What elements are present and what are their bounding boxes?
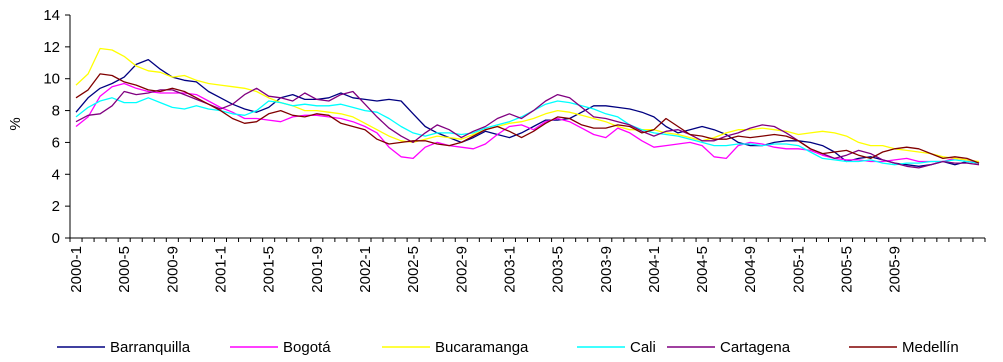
x-tick-label: 2004-1 xyxy=(646,246,663,293)
x-tick-label: 2002-9 xyxy=(453,246,470,293)
x-tick-label: 2002-5 xyxy=(405,246,422,293)
y-tick-label: 10 xyxy=(43,71,60,88)
x-tick-label: 2003-9 xyxy=(598,246,615,293)
series-line xyxy=(75,47,980,163)
x-tick-label: 2005-9 xyxy=(887,246,904,293)
x-tick-label: 2003-1 xyxy=(501,246,518,293)
y-tick-label: 2 xyxy=(52,198,60,215)
x-tick-label: 2000-1 xyxy=(68,246,85,293)
y-tick-label: 0 xyxy=(52,230,60,247)
series-layer xyxy=(75,47,980,169)
x-tick-label: 2005-5 xyxy=(839,246,856,293)
legend-label: Bucaramanga xyxy=(435,339,529,356)
series-line xyxy=(75,97,980,166)
legend-label: Cali xyxy=(630,339,656,356)
y-tick-label: 4 xyxy=(52,166,60,183)
x-axis: 2000-1 2000-5 2000-9 2001-1 2001-5 2001-9 2002… xyxy=(68,237,986,293)
x-tick-label: 2001-9 xyxy=(309,246,326,293)
x-tick-label: 2004-5 xyxy=(694,246,711,293)
legend-label: Medellín xyxy=(902,339,959,356)
y-tick-label: 6 xyxy=(52,134,60,151)
legend-label: Barranquilla xyxy=(110,339,191,356)
x-tick-label: 2000-9 xyxy=(164,246,181,293)
x-tick-label: 2003-5 xyxy=(550,246,567,293)
y-axis-title: % xyxy=(7,117,24,130)
x-tick-label: 2005-1 xyxy=(790,246,807,293)
series-line xyxy=(75,73,980,164)
legend-label: Bogotá xyxy=(283,339,331,356)
y-tick-label: 8 xyxy=(52,103,60,120)
series-line xyxy=(75,58,980,167)
legend-label: Cartagena xyxy=(720,339,791,356)
x-tick-label: 2000-5 xyxy=(116,246,133,293)
x-tick-label: 2001-5 xyxy=(261,246,278,293)
y-tick-label: 12 xyxy=(43,39,60,56)
x-tick-label: 2004-9 xyxy=(742,246,759,293)
y-tick-label: 14 xyxy=(43,7,60,24)
legend: Barranquilla Bogotá Bucaramanga Cali Cartage… xyxy=(57,339,959,356)
y-axis: 0 2 4 6 8 10 12 14 xyxy=(43,7,71,247)
x-tick-label: 2002-1 xyxy=(357,246,374,293)
series-line xyxy=(75,87,980,169)
x-tick-label: 2001-1 xyxy=(212,246,229,293)
series-line xyxy=(75,82,980,164)
